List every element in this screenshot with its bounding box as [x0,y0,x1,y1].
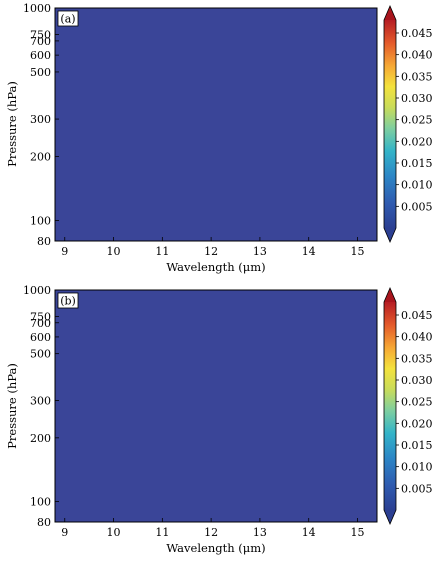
panel-b-background [55,290,377,522]
x-tick-label: 13 [253,245,267,258]
x-tick-label: 14 [302,245,316,258]
x-tick-label: 15 [350,245,364,258]
panel-a-y-axis-label: Pressure (hPa) [5,81,19,167]
panel-a-frame [54,7,378,242]
y-tick-label: 300 [30,113,51,126]
y-tick-label: 500 [30,66,51,79]
x-tick-label: 11 [155,245,169,258]
panel-a-x-axis-label: Wavelength (μm) [166,260,265,274]
x-tick-label: 12 [204,245,218,258]
x-tick-label: 9 [61,245,68,258]
y-tick-label: 700 [30,35,51,48]
y-tick-label: 200 [30,150,51,163]
panel-a-x-ticks: 9 10 11 12 13 14 15 [61,237,364,258]
y-tick-label: 80 [37,235,51,248]
y-tick-label: 100 [30,214,51,227]
panel-a-label: (a) [60,13,75,26]
y-tick-label: 1000 [23,2,51,15]
panel-a-background [55,8,377,241]
y-tick-label: 750 [30,29,51,42]
x-tick-label: 10 [107,245,121,258]
y-tick-label: 600 [30,49,51,62]
panel-a-label-box [57,10,79,27]
